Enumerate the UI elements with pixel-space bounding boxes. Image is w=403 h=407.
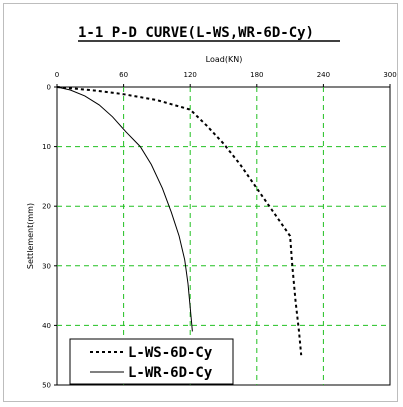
y-tick-label-5: 50 [42, 382, 51, 390]
x-tick-label-3: 180 [250, 71, 263, 79]
legend: L-WS-6D-Cy L-WR-6D-Cy [69, 338, 234, 385]
chart-frame [3, 3, 398, 402]
x-tick-label-0: 0 [55, 71, 59, 79]
x-tick-label-5: 300 [383, 71, 396, 79]
chart-title: 1-1 P-D CURVE(L-WS,WR-6D-Cy) [78, 25, 314, 41]
y-tick-label-3: 30 [42, 262, 51, 270]
y-tick-label-0: 0 [47, 84, 51, 92]
y-tick-label-1: 10 [42, 143, 51, 151]
series-line-L-WS-6D-Cy [56, 86, 303, 356]
series-line-L-WR-6D-Cy [56, 86, 193, 332]
grid-lines [57, 87, 390, 385]
y-tick-label-4: 40 [42, 322, 51, 330]
legend-box [69, 338, 234, 385]
series-lines [56, 86, 303, 356]
legend-label-wr: L-WR-6D-Cy [128, 365, 213, 381]
x-tick-label-4: 240 [317, 71, 330, 79]
y-axis-label: Settlement(mm) [26, 203, 35, 269]
x-axis-label: Load(KN) [206, 55, 243, 64]
y-tick-label-2: 20 [42, 203, 51, 211]
plot-area [56, 86, 391, 386]
x-tick-label-2: 120 [184, 71, 197, 79]
x-tick-label-1: 60 [119, 71, 128, 79]
legend-label-ws: L-WS-6D-Cy [128, 345, 213, 361]
tick-labels: 0 60 120 180 240 300 0 10 20 30 40 50 [42, 71, 397, 390]
